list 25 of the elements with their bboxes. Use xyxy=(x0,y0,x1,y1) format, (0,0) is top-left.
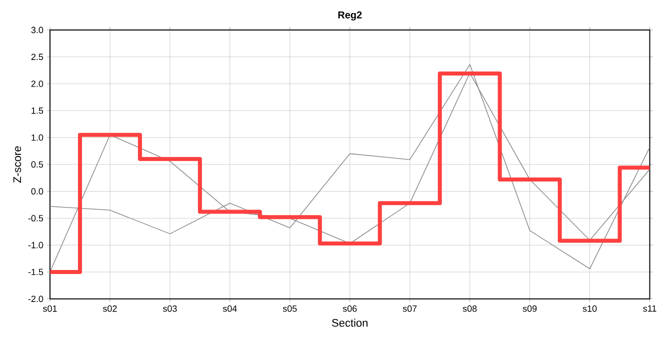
y-tick-label: -2.0 xyxy=(28,296,44,302)
y-tick-label: 1.0 xyxy=(32,134,44,141)
x-tick-label: s07 xyxy=(402,305,417,312)
x-tick-label: s11 xyxy=(643,305,656,312)
y-tick-label: 2.0 xyxy=(31,80,44,88)
x-tick-label: s01 xyxy=(42,305,57,312)
x-tick-label: s04 xyxy=(222,305,237,312)
x-tick-label: s06 xyxy=(342,305,357,312)
y-tick-label: 1.5 xyxy=(32,108,44,114)
x-tick-label: s09 xyxy=(522,305,537,312)
x-axis-title: Section xyxy=(332,318,368,327)
y-tick-label: -1.0 xyxy=(28,242,44,248)
x-tick-label: s02 xyxy=(102,305,117,312)
y-tick-label: 0.0 xyxy=(31,188,44,195)
x-tick-label: s08 xyxy=(462,305,477,312)
x-tick-label: s03 xyxy=(162,305,177,312)
y-tick-label: 0.5 xyxy=(31,161,44,168)
y-axis-title: Z-score xyxy=(13,146,22,183)
y-tick-label: 3.0 xyxy=(31,26,44,34)
y-tick-label: 2.5 xyxy=(31,54,44,60)
y-tick-label: -0.5 xyxy=(28,215,44,222)
chart-title: Reg2 xyxy=(338,11,362,21)
x-tick-label: s05 xyxy=(282,305,297,312)
y-tick-label: -1.5 xyxy=(28,268,44,276)
x-tick-label: s10 xyxy=(582,305,597,312)
